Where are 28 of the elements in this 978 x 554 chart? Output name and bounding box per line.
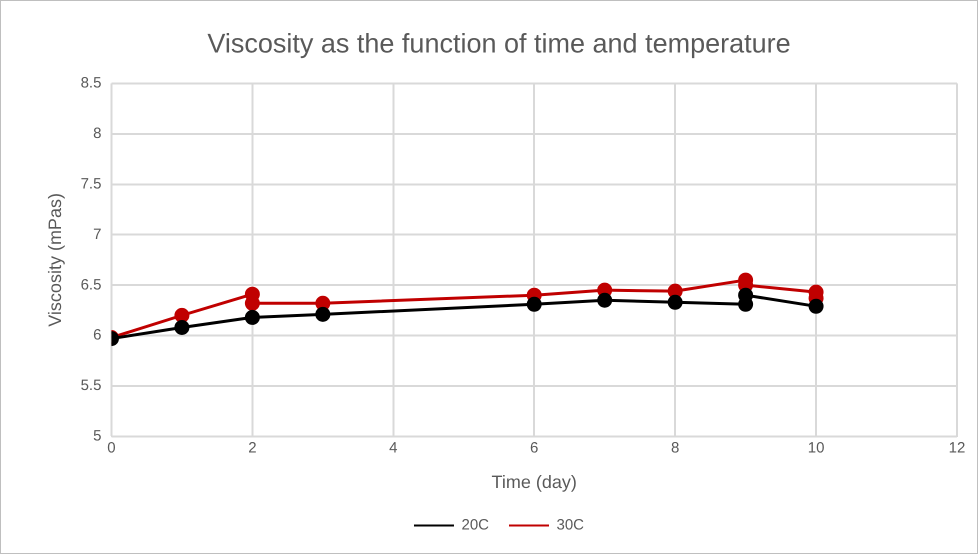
x-tick-label: 0 xyxy=(107,440,116,457)
y-tick-label: 5 xyxy=(93,428,102,445)
point xyxy=(174,308,190,323)
x-tick-label: 10 xyxy=(808,440,824,457)
x-tick-label: 8 xyxy=(670,440,680,457)
legend-label: 20C xyxy=(461,516,490,534)
y-tick-label: 8.5 xyxy=(80,74,102,92)
x-tick-label: 2 xyxy=(248,440,257,457)
point xyxy=(808,298,824,314)
point xyxy=(174,320,190,335)
y-tick-label: 6.5 xyxy=(80,276,102,294)
y-tick-label: 5.5 xyxy=(80,377,102,394)
y-axis-title: Viscosity (mPas) xyxy=(44,193,65,327)
point xyxy=(526,296,542,312)
point xyxy=(315,306,330,322)
y-tick-label: 8 xyxy=(93,124,102,142)
x-axis-title: Time (day) xyxy=(492,472,577,492)
x-tick-label: 4 xyxy=(389,440,398,457)
y-tick-label: 7 xyxy=(93,226,102,243)
point xyxy=(668,294,683,310)
point xyxy=(244,310,260,325)
x-tick-label: 12 xyxy=(948,440,966,457)
legend-label: 30C xyxy=(556,516,584,534)
y-tick-label: 6 xyxy=(93,326,102,344)
y-tick-label: 7.5 xyxy=(80,175,102,192)
x-tick-label: 6 xyxy=(530,440,538,457)
point xyxy=(597,292,612,308)
chart-title: Viscosity as the function of time and temperature xyxy=(207,28,791,59)
